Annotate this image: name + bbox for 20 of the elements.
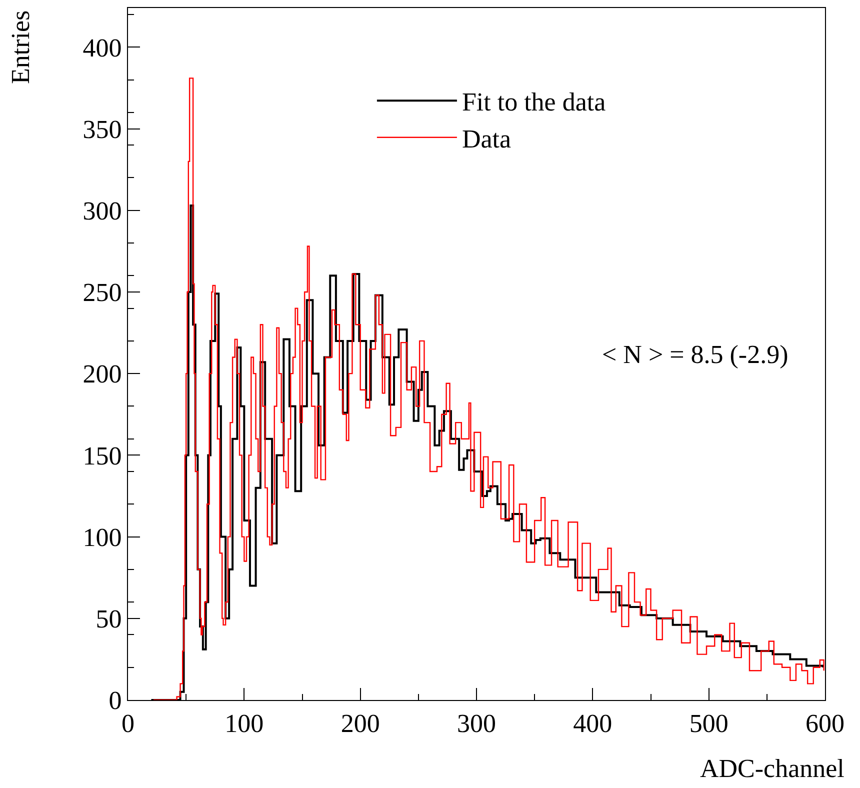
- x-tick-label: 600: [806, 709, 844, 738]
- y-tick-label: 100: [82, 522, 122, 552]
- x-tick-label: 300: [457, 709, 496, 738]
- legend-label: Data: [462, 124, 512, 154]
- annotation: < N > = 8.5 (-2.9): [602, 340, 788, 369]
- legend-label: Fit to the data: [462, 88, 606, 117]
- y-tick-label: 150: [82, 441, 122, 470]
- y-tick-label: 350: [82, 114, 122, 144]
- y-tick-label: 200: [82, 360, 122, 389]
- x-tick-label: 400: [573, 709, 612, 738]
- y-tick-label: 250: [82, 278, 122, 308]
- x-tick-label: 100: [224, 709, 264, 738]
- y-tick-label: 0: [108, 686, 122, 716]
- y-tick-label: 400: [82, 33, 122, 62]
- x-tick-label: 200: [340, 709, 380, 738]
- y-tick-label: 300: [82, 196, 122, 226]
- y-tick-label: 50: [96, 604, 122, 634]
- x-tick-label: 500: [689, 709, 728, 738]
- x-axis-title: ADC-channel: [700, 754, 844, 783]
- y-axis-title: Entries: [6, 10, 35, 84]
